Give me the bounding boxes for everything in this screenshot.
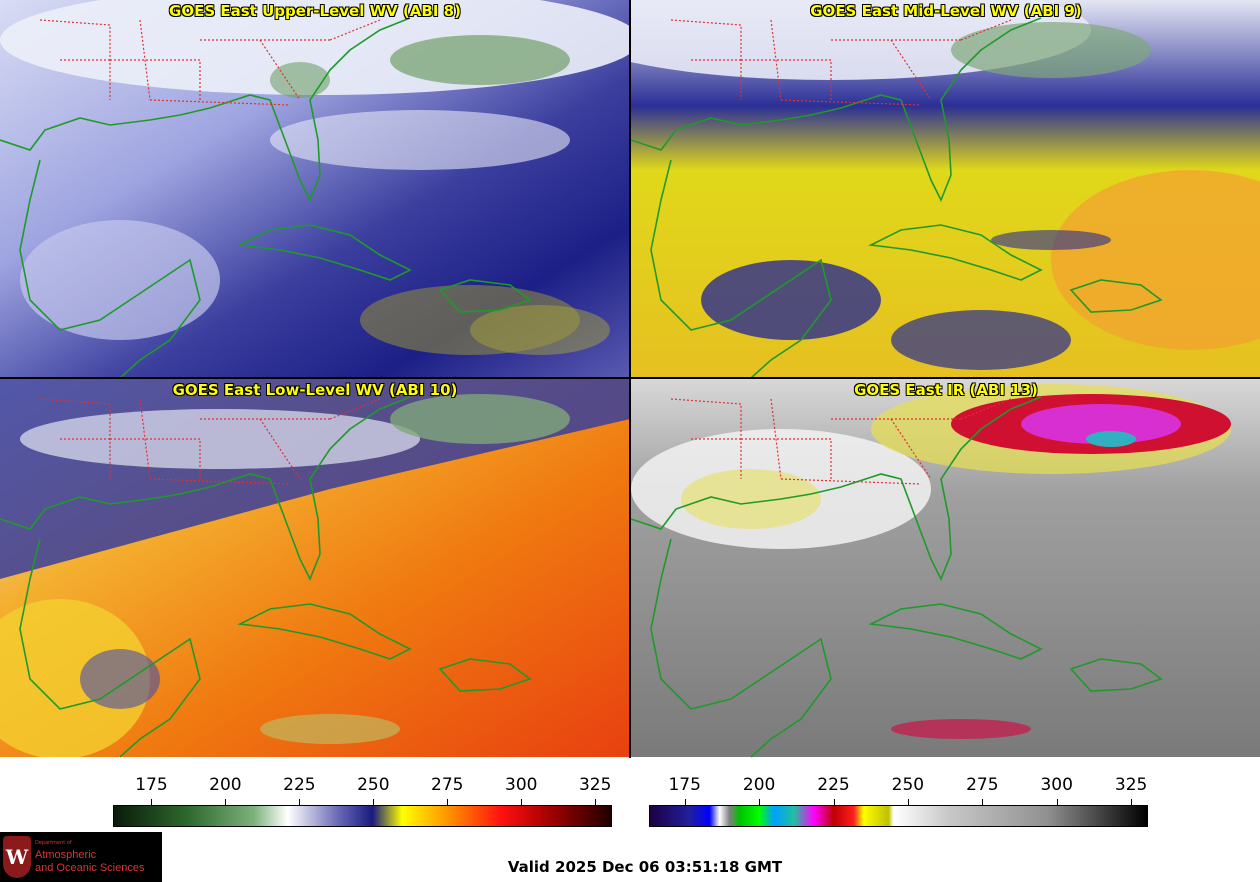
state-border <box>39 19 111 100</box>
uw-crest-icon: W <box>3 836 31 878</box>
colorbar-tick-mark <box>833 799 835 805</box>
coastline <box>630 17 1042 202</box>
colorbar-tick-label: 200 <box>742 775 776 795</box>
panel-divider-horizontal <box>0 377 1260 379</box>
panel-title: GOES East Low-Level WV (ABI 10) <box>172 381 458 399</box>
colorbar-tick-mark <box>759 799 761 805</box>
coastline <box>438 279 532 313</box>
colorbar-tick-label: 175 <box>668 775 701 795</box>
coastline <box>237 603 412 660</box>
colorbar-tick-label: 250 <box>357 775 390 795</box>
colorbar-tick-mark <box>684 799 686 805</box>
coastline <box>1069 279 1163 313</box>
colorbar-tick-mark <box>595 799 597 805</box>
state-border <box>780 99 922 106</box>
ir-colorbar <box>649 805 1148 827</box>
state-border <box>329 398 381 420</box>
colorbar-tick-mark <box>982 799 984 805</box>
state-border <box>831 418 932 480</box>
state-border <box>110 59 201 100</box>
aos-logo: W Department of Atmospheric and Oceanic … <box>0 832 162 882</box>
coastline <box>0 17 411 202</box>
state-border <box>670 19 742 100</box>
map-overlay <box>0 17 1163 758</box>
panel-title: GOES East IR (ABI 13) <box>854 381 1038 399</box>
state-border <box>139 19 151 101</box>
coastline <box>630 396 1042 581</box>
state-border <box>110 438 201 479</box>
state-border <box>39 398 111 479</box>
colorbar-tick-label: 300 <box>1040 775 1073 795</box>
colorbar-tick-label: 325 <box>1114 775 1148 795</box>
coastline <box>237 224 412 281</box>
state-border <box>960 19 1012 41</box>
logo-department: Department of <box>35 840 72 846</box>
state-border <box>139 398 151 480</box>
colorbar-tick-label: 275 <box>431 775 464 795</box>
colorbar-tick-label: 250 <box>891 775 925 795</box>
state-border <box>780 478 922 485</box>
panel-ir: GOES East IR (ABI 13) <box>631 379 1260 757</box>
colorbar-tick-mark <box>1056 799 1058 805</box>
colorbar-tick-mark <box>151 799 153 805</box>
low-wv-image <box>0 379 630 757</box>
coastline <box>19 159 201 379</box>
panel-low-wv: GOES East Low-Level WV (ABI 10) <box>0 379 630 757</box>
colorbar-tick-mark <box>447 799 449 805</box>
logo-line1: Atmospheric <box>35 849 97 861</box>
state-border <box>149 99 291 106</box>
state-border <box>960 398 1012 420</box>
state-border <box>770 398 782 480</box>
colorbar-tick-label: 225 <box>817 775 850 795</box>
panel-divider-vertical <box>629 0 631 758</box>
panel-title: GOES East Mid-Level WV (ABI 9) <box>810 2 1082 20</box>
state-border <box>831 39 932 101</box>
logo-line2: and Oceanic Sciences <box>35 862 145 874</box>
colorbar-tick-label: 225 <box>283 775 316 795</box>
state-border <box>770 19 782 101</box>
coastline <box>868 224 1043 281</box>
mid-wv-image <box>631 0 1260 378</box>
panel-mid-wv: GOES East Mid-Level WV (ABI 9) <box>631 0 1260 378</box>
colorbar-tick-label: 325 <box>578 775 612 795</box>
state-border <box>149 478 291 485</box>
coastline <box>650 159 832 379</box>
state-border <box>741 59 832 100</box>
panel-map-lines <box>630 17 1163 379</box>
colorbar-tick-label: 200 <box>209 775 242 795</box>
valid-time: Valid 2025 Dec 06 03:51:18 GMT <box>507 858 783 876</box>
wv-colorbar <box>113 805 612 827</box>
coastline <box>438 658 532 692</box>
coastline <box>0 396 411 581</box>
colorbar-tick-mark <box>521 799 523 805</box>
colorbar-tick-mark <box>1131 799 1133 805</box>
colorbar-tick-mark <box>225 799 227 805</box>
panel-title: GOES East Upper-Level WV (ABI 8) <box>169 2 461 20</box>
colorbar-tick-label: 175 <box>135 775 168 795</box>
state-border <box>741 438 832 479</box>
panel-map-lines <box>0 396 532 758</box>
state-border <box>200 418 301 480</box>
coastline <box>1069 658 1163 692</box>
panel-map-lines <box>0 17 532 379</box>
coastline <box>19 538 201 758</box>
panel-map-lines <box>630 396 1163 758</box>
ir-image <box>631 379 1260 757</box>
state-border <box>670 398 742 479</box>
state-border <box>329 19 381 41</box>
colorbar-tick-mark <box>373 799 375 805</box>
coastline <box>650 538 832 758</box>
state-border <box>200 39 301 101</box>
colorbar-tick-label: 275 <box>966 775 999 795</box>
coastline <box>868 603 1043 660</box>
colorbar-tick-label: 300 <box>505 775 538 795</box>
colorbar-tick-mark <box>907 799 909 805</box>
colorbar-tick-mark <box>299 799 301 805</box>
